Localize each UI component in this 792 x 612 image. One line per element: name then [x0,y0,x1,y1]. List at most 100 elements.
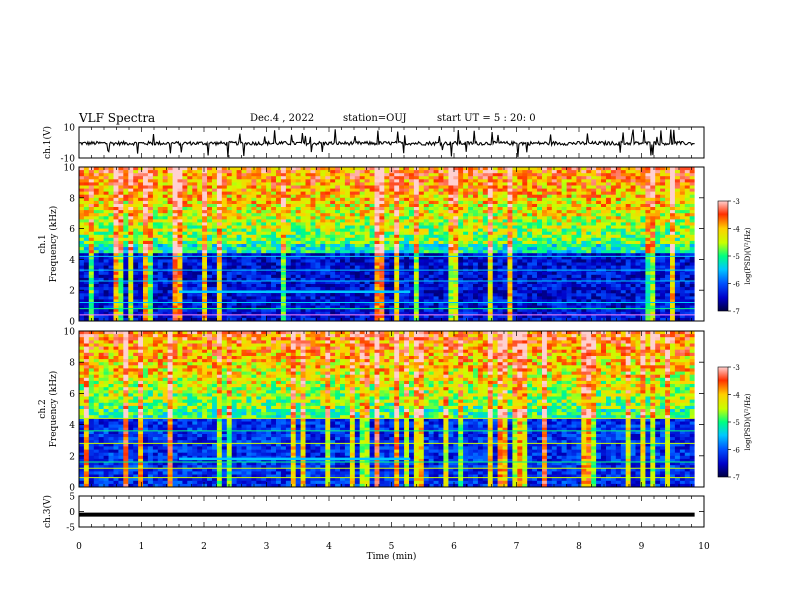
spectrogram-cell [266,179,272,183]
spectrogram-cell [349,207,356,211]
spectrogram-cell [665,237,671,242]
spectrogram-cell [684,188,691,193]
spectrogram-cell [187,185,193,189]
spectrogram-cell [103,170,109,174]
spectrogram-cell [143,173,149,177]
spectrogram-cell [610,247,617,251]
spectrogram-cell [601,191,607,196]
spectrogram-cell [492,219,498,223]
spectrogram-cell [418,222,425,226]
spectrogram-cell [295,222,301,226]
spectrogram-cell [128,173,134,177]
spectrogram-cell [167,256,173,260]
spectrogram-cell [266,182,272,186]
spectrogram-cell [418,277,425,282]
spectrogram-cell [133,228,139,233]
spectrogram-cell [606,237,612,242]
spectrogram-cell [542,204,548,208]
spectrogram-cell [167,277,173,282]
spectrogram-cell [152,281,159,285]
spectrogram-cell [468,191,474,196]
spectrogram-cell [354,237,361,242]
spectrogram-cell [399,250,405,254]
spectrogram-cell [374,194,380,199]
spectrogram-cell [645,222,651,226]
spectrogram-cell [399,216,405,220]
spectrogram-cell [615,240,622,245]
spectrogram-cell [650,182,656,186]
spectrogram-cell [271,225,277,229]
spectrogram-cell [226,219,233,223]
spectrogram-cell [679,231,686,236]
spectrogram-cell [266,167,272,171]
spectrogram-cell [202,240,208,245]
spectrogram-cell [138,277,144,282]
spectrogram-cell [630,262,636,266]
spectrogram-cell [182,265,188,270]
spectrogram-cell [280,259,287,263]
spectrogram-cell [354,265,361,270]
spectrogram-cell [128,259,134,263]
spectrogram-cell [79,262,85,266]
spectrogram-cell [118,216,124,220]
spectrogram-cell [152,194,159,199]
spectrogram-cell [591,194,597,199]
spectrogram-cell [79,234,85,239]
spectrogram-cell [473,284,479,288]
spectrogram-cell [522,204,528,208]
spectrogram-cell [679,240,686,245]
spectrogram-cell [473,281,479,285]
spectrogram-cell [571,240,577,245]
spectrogram-cell [689,274,695,279]
spectrogram-cell [532,179,538,183]
spectrogram-cell [477,228,484,233]
spectrogram-cell [433,265,439,270]
spectrogram-cell [453,194,459,199]
spectrogram-cell [128,231,134,236]
spectrogram-cell [123,173,129,177]
spectrogram-cell [660,182,666,186]
spectrogram-cell [147,250,154,254]
spectrogram-cell [162,259,168,263]
spectrogram-cell [655,213,661,217]
spectrogram-cell [172,204,178,208]
spectrogram-cell [487,222,494,226]
spectrogram-cell [207,222,213,226]
spectrogram-cell [670,207,676,211]
spectrogram-cell [354,222,361,226]
spectrogram-cell [216,213,223,217]
spectrogram-cell [586,247,592,251]
spectrogram-cell [453,231,459,236]
spectrogram-cell [423,231,430,236]
spectrogram-cell [379,216,385,220]
spectrogram-cell [236,247,242,251]
spectrogram-cell [665,284,671,288]
spectrogram-cell [147,234,154,239]
spectrogram-cell [172,167,178,171]
spectrogram-cell [492,188,498,193]
spectrogram-cell [246,281,252,285]
spectrogram-cell [542,213,548,217]
spectrogram-cell [497,240,503,245]
spectrogram-cell [542,222,548,226]
spectrogram-cell [566,185,572,189]
spectrogram-cell [463,167,469,171]
spectrogram-cell [409,210,415,214]
spectrogram-cell [103,213,109,217]
spectrogram-cell [212,182,218,186]
spectrogram-cell [630,240,636,245]
spectrogram-cell [266,231,272,236]
spectrogram-cell [413,256,420,260]
spectrogram-cell [448,191,454,196]
spectrogram-cell [443,277,449,282]
spectrogram-cell [468,213,474,217]
spectrogram-cell [246,271,252,276]
spectrogram-cell [108,244,114,248]
spectrogram-cell [433,222,439,226]
spectrogram-cell [418,167,425,171]
spectrogram-cell [389,191,395,196]
spectrogram-cell [221,219,228,223]
spectrogram-cell [118,225,124,229]
spectrogram-cell [684,225,691,229]
spectrogram-cell [413,244,420,248]
